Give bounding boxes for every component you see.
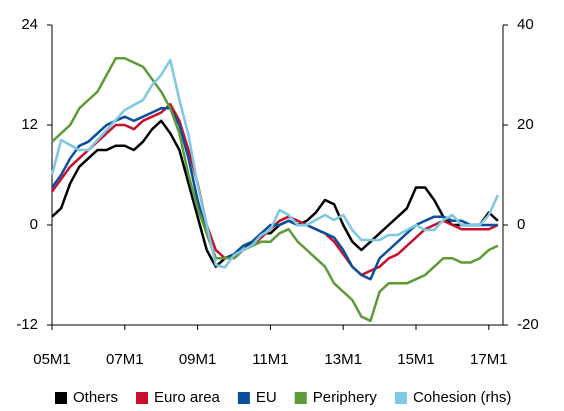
x-tick-label: 15M1	[397, 351, 435, 368]
series-line	[51, 119, 499, 268]
legend-label: Others	[73, 389, 118, 406]
legend-label: Cohesion (rhs)	[413, 389, 511, 406]
y2-tick-label: 20	[517, 116, 534, 133]
x-tick-label: 11M1	[252, 351, 288, 368]
legend-swatch	[136, 392, 149, 404]
x-tick-label: 07M1	[106, 351, 144, 368]
x-tick-label: 09M1	[179, 351, 217, 368]
series-line	[50, 102, 499, 277]
legend-swatch	[294, 392, 307, 404]
x-tick-label: 17M1	[470, 351, 508, 368]
series-line	[51, 57, 499, 323]
legend-label: EU	[256, 389, 277, 406]
y-tick-label: 0	[30, 216, 38, 233]
legend-swatch	[237, 392, 250, 404]
legend-swatch	[394, 392, 407, 404]
legend-swatch	[55, 392, 67, 404]
x-tick-label: 05M1	[33, 351, 71, 368]
y-tick-label: 24	[21, 16, 38, 33]
series-line	[50, 58, 500, 269]
legend-label: Periphery	[313, 389, 378, 406]
y-tick-label: -12	[16, 316, 38, 333]
y2-tick-label: 40	[517, 16, 534, 33]
y2-tick-label: -20	[517, 316, 539, 333]
legend-label: Euro area	[154, 389, 221, 406]
x-tick-label: 13M1	[324, 351, 362, 368]
y-tick-label: 12	[21, 116, 38, 133]
y2-tick-label: 0	[517, 216, 525, 233]
series-line	[50, 107, 498, 281]
